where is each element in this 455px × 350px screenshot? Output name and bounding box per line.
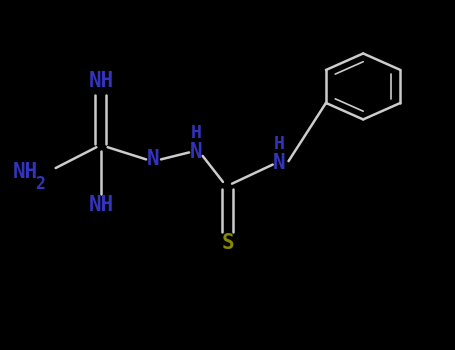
Text: N: N <box>190 142 202 162</box>
Text: N: N <box>147 149 159 169</box>
Text: NH: NH <box>88 195 113 215</box>
Text: S: S <box>221 233 234 253</box>
Text: H: H <box>190 124 201 142</box>
Text: NH: NH <box>88 71 113 91</box>
Text: 2: 2 <box>35 175 45 193</box>
Text: N: N <box>273 153 286 173</box>
Text: H: H <box>274 135 285 153</box>
Text: NH: NH <box>12 162 38 182</box>
